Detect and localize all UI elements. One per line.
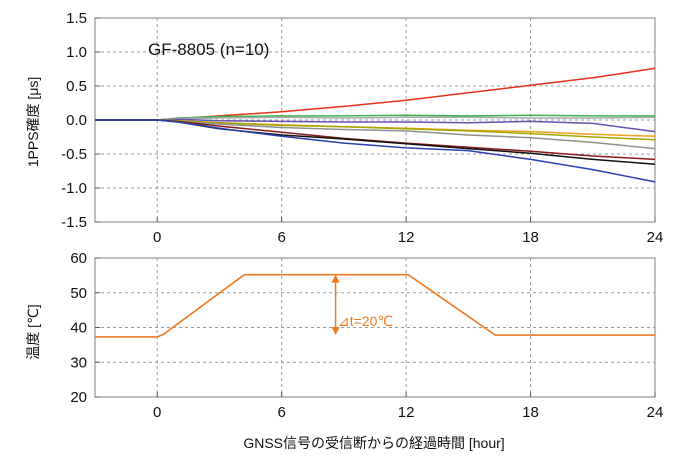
series-line-8 [95,119,656,161]
x-tick-label: 6 [277,229,285,246]
x-tick-label: 18 [522,229,539,246]
y-tick-label: 0.0 [66,112,87,129]
top-annotation: GF-8805 (n=10) [148,40,269,59]
series-line-7 [95,119,656,150]
y-tick-label: 60 [70,250,87,267]
x-tick-label: 18 [522,404,539,421]
x-tick-label: 0 [153,404,161,421]
y-tick-label: 50 [70,285,87,302]
y-tick-label: 1.5 [66,10,87,27]
temperature-chart: 20 30 40 50 60 0 6 12 18 24 [70,250,663,421]
x-tick-label: 24 [647,404,664,421]
y-tick-label: -1.5 [61,214,87,231]
top-y-axis-label: 1PPS確度 [μs] [25,77,41,168]
x-tick-label: 0 [153,229,161,246]
series-line-4 [95,118,656,133]
accuracy-chart: -1.5 -1.0 -0.5 0.0 0.5 1.0 1.5 0 6 12 18 24 [61,10,663,246]
delta-arrow-head-down [331,327,340,336]
series-line-1 [95,273,655,338]
y-tick-label: -0.5 [61,146,87,163]
x-tick-label: 6 [277,404,285,421]
delta-t-annotation: ⊿t=20℃ [338,313,393,329]
y-tick-label: 20 [70,389,87,406]
series-line-1 [95,67,656,121]
y-tick-label: 40 [70,320,87,337]
y-tick-label: 0.5 [66,78,87,95]
series-line-10 [95,119,656,183]
series-line-9 [95,119,656,165]
y-tick-label: -1.0 [61,180,87,197]
x-tick-label: 12 [398,404,415,421]
y-tick-label: 1.0 [66,44,87,61]
y-tick-label: 30 [70,354,87,371]
x-axis-label: GNSS信号の受信断からの経過時間 [hour] [243,435,504,451]
delta-arrow-head-up [331,274,340,283]
bottom-y-axis-label: 温度 [℃] [25,304,41,359]
x-tick-label: 24 [647,229,664,246]
x-tick-label: 12 [398,229,415,246]
